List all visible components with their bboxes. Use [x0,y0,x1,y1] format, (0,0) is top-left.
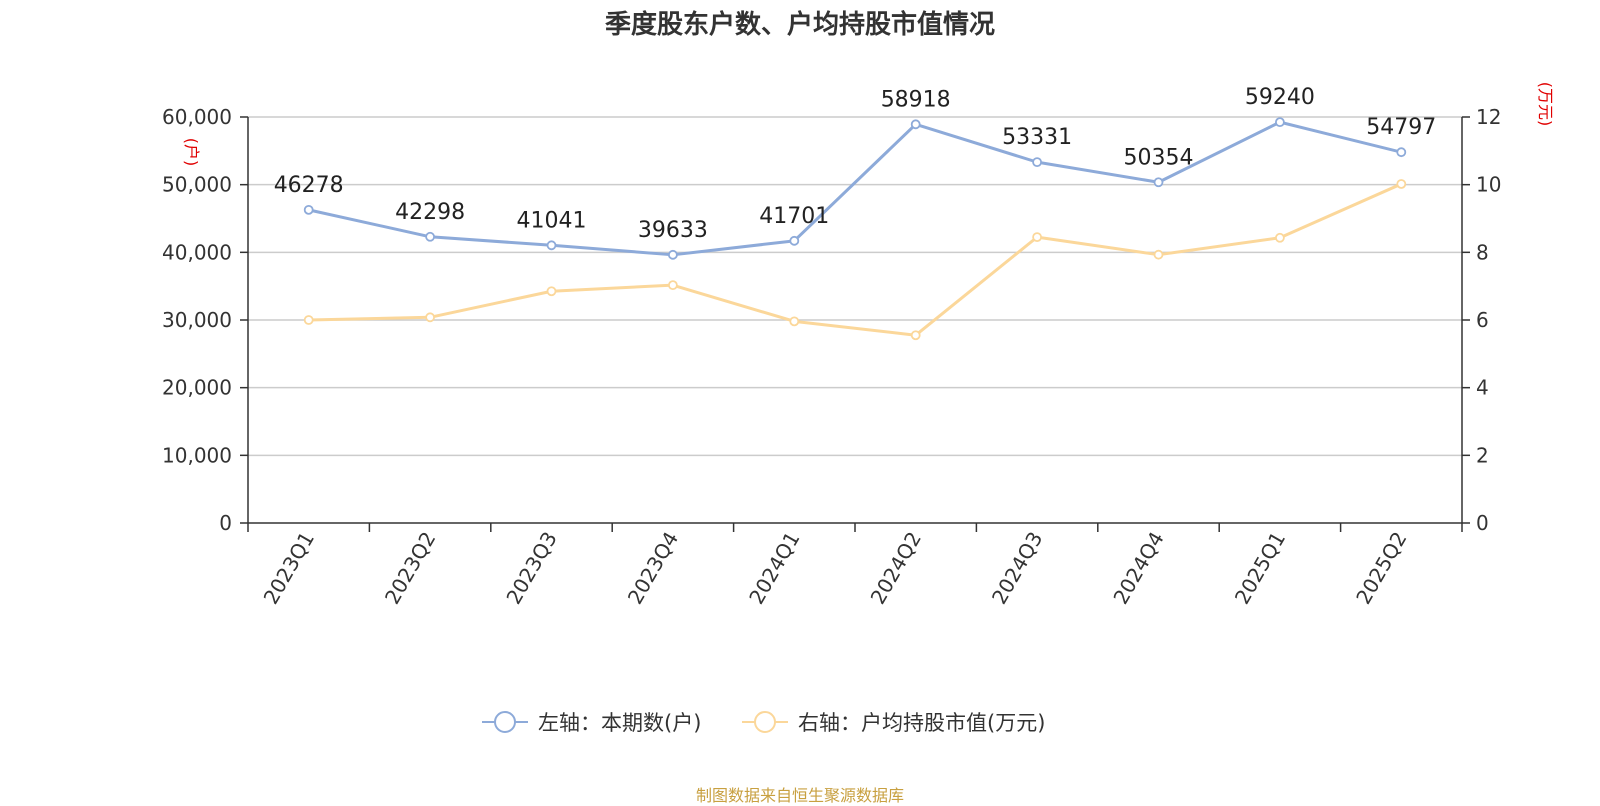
left-series-point [425,231,436,242]
right-axis-tick-label: 6 [1476,308,1489,332]
x-axis-category-label: 2025Q1 [1230,528,1290,609]
legend-right-series-marker [754,711,776,733]
left-series-point [1032,157,1042,168]
left-series-data-label: 54797 [1366,115,1436,140]
right-series-line [308,182,1402,337]
left-series-data-label: 41041 [517,208,587,233]
right-series-point [1396,179,1407,189]
left-series-point [668,249,678,260]
right-series-point [910,330,921,341]
left-axis-tick-label: 60,000 [162,105,232,129]
right-series-point [303,315,314,325]
right-series-point [789,316,800,327]
x-axis-category-label: 2024Q3 [987,528,1047,609]
right-series-point [668,280,678,291]
left-axis-tick-label: 20,000 [162,376,232,400]
right-axis-tick-label: 0 [1476,511,1489,535]
x-axis-category-label: 2025Q2 [1351,528,1411,609]
left-axis-tick-label: 30,000 [162,308,232,332]
right-axis-tick-label: 12 [1476,105,1501,129]
left-series-point [789,235,800,246]
left-series-data-label: 42298 [395,200,465,225]
left-series-data-label: 58918 [881,87,951,112]
right-axis-tick-label: 4 [1476,376,1489,400]
left-series-point [1275,117,1285,128]
x-axis-category-label: 2024Q4 [1108,528,1168,609]
right-axis-tick-label: 10 [1476,173,1501,197]
x-axis-category-label: 2024Q1 [744,528,804,609]
left-series-data-label: 59240 [1245,85,1315,110]
left-series-data-label: 39633 [638,218,708,243]
right-series-point [1032,232,1042,243]
x-axis-category-label: 2023Q2 [380,528,440,609]
left-series-point [303,204,314,215]
right-series-point [425,312,436,323]
left-axis-tick-label: 0 [219,511,232,535]
data-source-note: 制图数据来自恒生聚源数据库 [695,786,904,805]
left-series-data-label: 53331 [1002,125,1072,150]
right-axis-unit: (万元) [1536,82,1555,127]
left-series-line [308,120,1402,257]
chart-title: 季度股东户数、户均持股市值情况 [604,10,995,40]
right-axis-tick-label: 8 [1476,240,1489,264]
left-series-data-label: 41701 [759,204,829,229]
left-series-data-label: 50354 [1124,145,1194,170]
left-series-point [910,119,921,130]
right-series-point [1153,249,1164,260]
x-axis-category-label: 2024Q2 [866,528,926,609]
right-series-point [546,286,557,297]
right-series-point [1275,232,1285,243]
left-axis-tick-label: 50,000 [162,173,232,197]
legend-right-series-label: 右轴：户均持股市值(万元) [798,711,1045,735]
legend-left-series-label: 左轴：本期数(户) [538,711,701,735]
left-series-point [1153,177,1164,188]
left-axis-tick-label: 10,000 [162,443,232,467]
x-axis-category-label: 2023Q3 [501,528,561,609]
left-series-point [1396,147,1407,158]
right-axis-tick-label: 2 [1476,443,1489,467]
left-axis-tick-label: 40,000 [162,240,232,264]
x-axis-category-label: 2023Q4 [623,528,683,609]
left-axis-unit: (户) [182,138,201,167]
x-axis-category-label: 2023Q1 [259,528,319,609]
legend-left-series-marker [494,711,516,733]
left-series-data-label: 46278 [274,173,344,198]
left-series-point [546,240,557,251]
